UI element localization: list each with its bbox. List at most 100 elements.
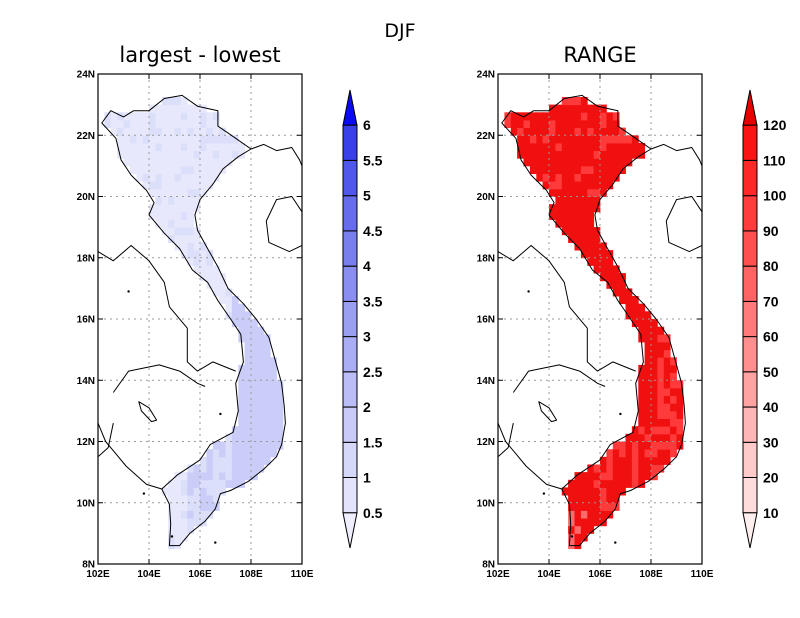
- colorbar-label: 0.5: [363, 505, 383, 521]
- field-cell: [155, 181, 163, 190]
- field-cell: [587, 518, 595, 527]
- field-cell: [587, 119, 595, 128]
- lat-tick-label: 10N: [77, 498, 95, 509]
- field-cell: [587, 135, 595, 144]
- field-cell: [644, 364, 652, 373]
- field-cell: [536, 112, 544, 121]
- field-cell: [263, 357, 271, 366]
- field-cell: [129, 165, 137, 174]
- field-cell: [225, 464, 233, 473]
- field-cell: [244, 364, 252, 373]
- field-cell: [619, 150, 626, 159]
- field-cell: [606, 150, 614, 159]
- field-cell: [670, 418, 677, 427]
- field-cell: [206, 119, 214, 128]
- field-cell: [238, 479, 246, 488]
- field-cell: [193, 464, 201, 473]
- field-cell: [251, 319, 258, 328]
- field-cell: [644, 472, 652, 481]
- field-cell: [117, 135, 124, 144]
- field-cell: [168, 196, 175, 205]
- field-cell: [257, 387, 265, 396]
- field-cell: [263, 426, 271, 435]
- field-cell: [670, 426, 677, 435]
- field-cell: [142, 119, 150, 128]
- field-cell: [606, 456, 614, 465]
- field-cell: [644, 426, 652, 435]
- shaded-field: [504, 97, 684, 550]
- field-cell: [168, 495, 175, 504]
- field-cell: [619, 472, 626, 481]
- field-cell: [593, 181, 601, 190]
- field-cell: [180, 472, 188, 481]
- colorbar-bin: [342, 441, 358, 478]
- field-cell: [263, 334, 271, 343]
- field-cell: [600, 487, 607, 496]
- field-cell: [276, 380, 284, 389]
- colorbar-bin: [342, 160, 358, 197]
- field-cell: [549, 119, 556, 128]
- field-cell: [206, 449, 214, 458]
- field-cell: [561, 487, 569, 496]
- field-cell: [257, 456, 265, 465]
- field-cell: [168, 97, 175, 106]
- field-cell: [561, 104, 569, 113]
- field-cell: [155, 188, 163, 197]
- field-cell: [657, 334, 665, 343]
- field-cell: [142, 150, 150, 159]
- field-cell: [155, 104, 163, 113]
- field-cell: [270, 387, 277, 396]
- field-cell: [561, 227, 569, 236]
- colorbar-label: 6: [363, 117, 371, 133]
- field-cell: [231, 311, 239, 320]
- island-mark: [219, 412, 222, 416]
- field-cell: [187, 234, 195, 243]
- field-cell: [587, 173, 595, 182]
- field-cell: [549, 165, 556, 174]
- colorbar-label: 90: [763, 223, 779, 239]
- field-cell: [676, 441, 684, 450]
- field-cell: [612, 495, 620, 504]
- field-cell: [219, 487, 226, 496]
- field-cell: [187, 104, 195, 113]
- field-cell: [206, 487, 214, 496]
- field-cell: [238, 410, 246, 419]
- field-cell: [676, 387, 684, 396]
- field-cell: [238, 403, 246, 412]
- field-cell: [580, 250, 588, 259]
- field-cell: [644, 395, 652, 404]
- colorbar-bin: [342, 230, 358, 267]
- field-cell: [110, 112, 118, 121]
- colorbar: 0.5 1 1.5 2 2.5 3 3.5 4 4.5 5 5.5 6: [342, 89, 383, 549]
- field-cell: [180, 112, 188, 121]
- field-cell: [225, 296, 233, 305]
- field-cell: [251, 342, 258, 351]
- field-cell: [180, 234, 188, 243]
- field-cell: [231, 142, 239, 151]
- field-cell: [180, 158, 188, 167]
- colorbar-label: 50: [763, 364, 779, 380]
- field-cell: [193, 479, 201, 488]
- field-cell: [270, 380, 277, 389]
- field-cell: [657, 326, 665, 335]
- field-cell: [270, 433, 277, 442]
- field-cell: [180, 188, 188, 197]
- field-cell: [580, 227, 588, 236]
- field-cell: [212, 165, 220, 174]
- field-cell: [180, 525, 188, 534]
- field-cell: [612, 449, 620, 458]
- field-cell: [251, 372, 258, 381]
- field-cell: [580, 242, 588, 251]
- field-cell: [638, 449, 646, 458]
- field-cell: [568, 142, 575, 151]
- field-cell: [193, 518, 201, 527]
- field-cell: [663, 449, 671, 458]
- field-cell: [155, 204, 163, 213]
- field-cell: [612, 173, 620, 182]
- field-cell: [657, 410, 665, 419]
- field-cell: [263, 387, 271, 396]
- field-cell: [231, 150, 239, 159]
- field-cell: [529, 142, 537, 151]
- field-cell: [238, 472, 246, 481]
